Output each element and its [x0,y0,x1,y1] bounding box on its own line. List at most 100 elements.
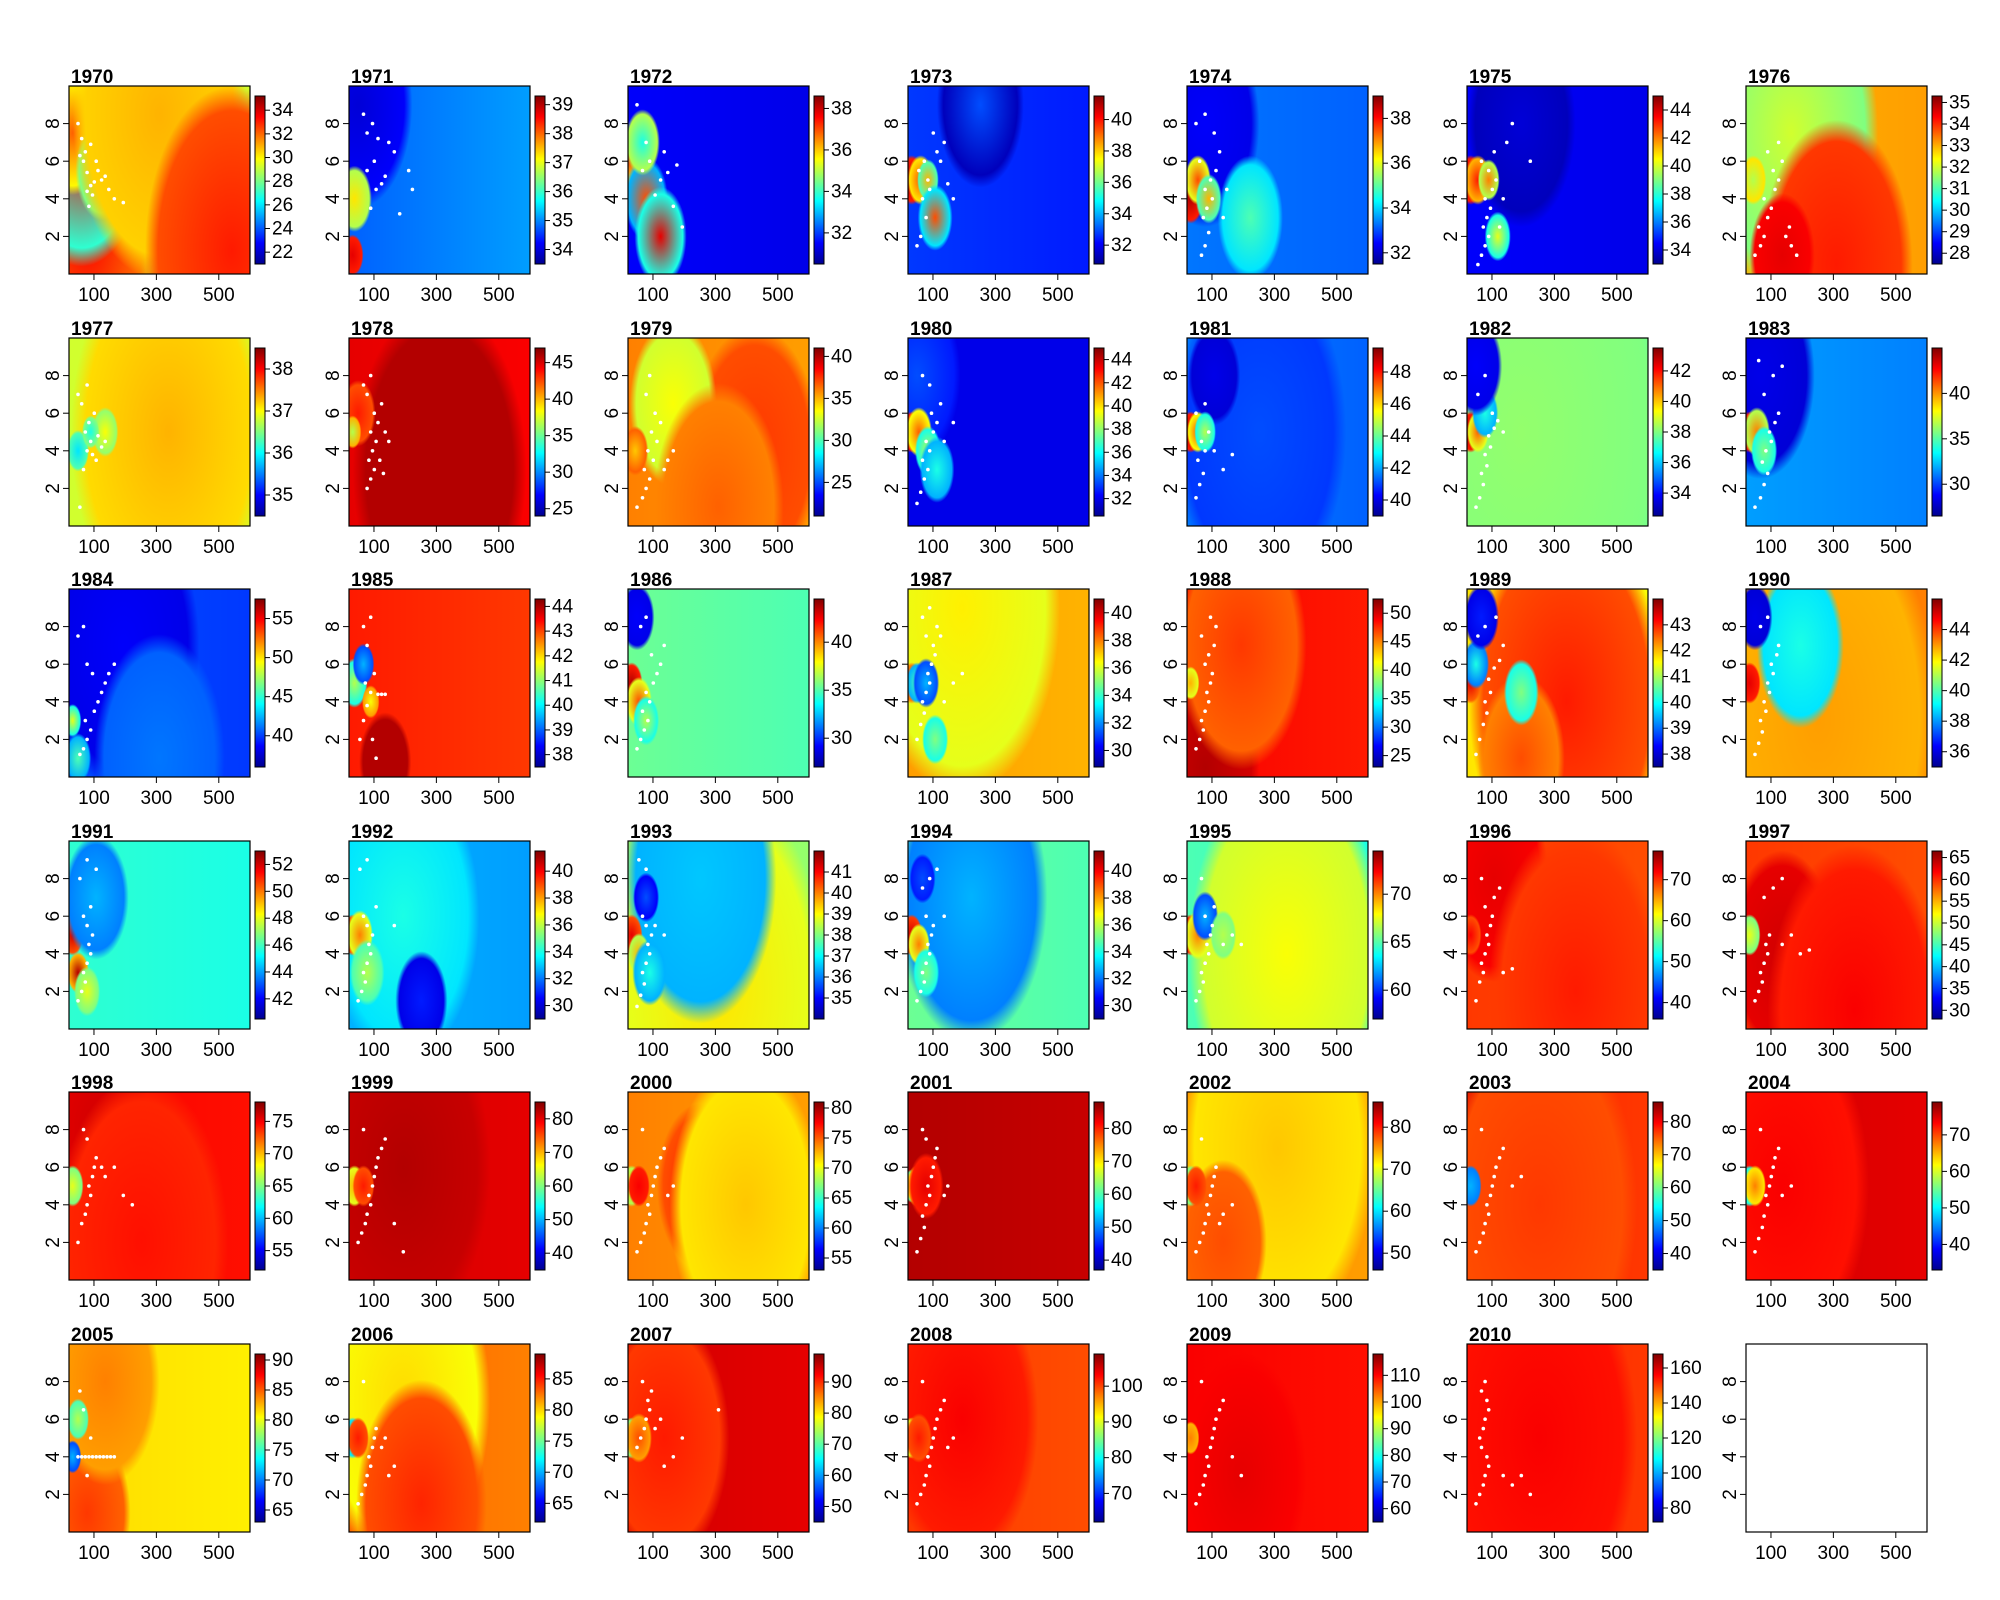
data-point [1221,215,1225,220]
y-tick-label: 2 [323,483,344,494]
y-tick-label: 4 [43,445,64,456]
colorbar [1652,95,1664,265]
data-point [935,1417,939,1421]
panel-2008: 2008 70 80 90 100 2 4 6 8 100 300 500 [882,1325,1143,1564]
data-point [96,700,100,704]
colorbar-tick-label: 34 [1111,942,1133,963]
data-point [1194,496,1198,500]
data-point [1488,445,1493,449]
data-point [392,1464,397,1468]
y-tick-label: 2 [602,1237,623,1248]
x-tick-label: 100 [1755,788,1787,809]
heatmap-field [1746,1092,1927,1280]
colorbar-tick-label: 40 [552,1243,573,1264]
colorbar [1931,347,1943,517]
data-point [658,1156,663,1160]
colorbar-tick-label: 34 [1670,240,1692,261]
data-point [1765,952,1770,956]
x-tick-label: 500 [1321,285,1353,306]
heatmap-zone [352,338,527,526]
data-point [85,737,89,742]
colorbar-tick-label: 75 [272,1440,293,1461]
y-tick-label: 6 [43,911,64,922]
data-point [646,1398,650,1403]
heatmap-zone [1477,675,1565,777]
panel-1983: 1983 30 35 40 2 4 6 8 100 300 500 [1720,319,1970,558]
data-point [1221,942,1225,947]
data-point [929,1174,934,1179]
panel-1996: 1996 40 50 60 70 2 4 6 8 100 300 500 [1441,822,1691,1061]
data-point [368,952,373,956]
colorbar-tick-label: 80 [1111,1118,1132,1139]
heatmap-zone [1467,1092,1638,1280]
colorbar-tick-label: 140 [1670,1393,1702,1414]
colorbar-tick-label: 42 [272,989,293,1010]
colorbar-tick-label: 36 [1949,742,1970,763]
panel-frame [907,588,1090,778]
colorbar [254,1353,266,1523]
data-point [76,999,80,1003]
y-tick-label: 4 [602,948,623,959]
data-point [1477,1492,1482,1497]
data-point [658,178,663,182]
panel-frame [907,337,1090,527]
y-tick-label: 2 [1441,1237,1462,1248]
panel-2006: 2006 65 70 75 80 85 2 4 6 8 100 300 500 [323,1325,573,1564]
heatmap-zone [349,1417,369,1459]
colorbar [1652,598,1664,768]
heatmap-zone [653,383,784,526]
panel-1986: 1986 30 35 40 2 4 6 8 100 300 500 [602,570,852,809]
colorbar-tick-label: 100 [1111,1376,1143,1397]
colorbar-tick-label: 38 [1111,419,1132,440]
colorbar-tick-label: 40 [1111,1250,1132,1271]
data-point [933,653,937,657]
data-point [931,923,936,928]
data-point [1210,197,1215,201]
data-point [374,187,378,192]
heatmap-zone [908,1413,932,1463]
y-tick-label: 4 [602,445,623,456]
data-point [671,1455,676,1459]
panel-1973: 1973 32 34 36 38 40 2 4 6 8 100 300 500 [882,67,1133,306]
data-point [642,467,647,472]
y-tick-label: 6 [882,911,903,922]
colorbar [534,598,546,768]
colorbar-tick-label: 100 [1390,1392,1422,1413]
colorbar-tick-label: 35 [552,426,573,447]
panel-title: 1981 [1189,319,1232,340]
data-point [1762,197,1766,201]
heatmap-zone [395,951,448,1029]
x-tick-label: 100 [358,285,390,306]
data-point [88,142,93,147]
colorbar [813,598,825,768]
data-point [1203,914,1207,918]
data-point [1492,666,1496,670]
colorbar [1093,95,1105,265]
data-point [363,1483,368,1487]
colorbar-tick-label: 38 [552,745,573,766]
data-point [365,131,369,135]
data-point [1477,1240,1482,1245]
y-tick-label: 2 [882,231,903,242]
colorbar-tick-label: 34 [831,181,853,202]
heatmap-zone [92,407,119,457]
data-point [1494,615,1498,619]
colorbar-tick-label: 80 [1670,1112,1691,1133]
colorbar-tick-label: 70 [1111,1151,1132,1172]
data-point [1483,197,1487,201]
data-point [1205,1455,1209,1459]
heatmap-zone [349,165,372,232]
y-tick-label: 2 [43,1237,64,1248]
data-point [1760,980,1765,984]
heatmap-field [69,86,250,274]
panel-frame [1186,1343,1369,1533]
panel-title: 2008 [910,1325,952,1346]
data-point [76,121,80,126]
data-point [927,606,932,610]
colorbar-tick-label: 42 [1670,361,1691,382]
data-point [653,411,657,416]
heatmap-zone [909,853,936,904]
colorbar-tick-label: 30 [552,996,573,1017]
data-point [1206,1464,1211,1468]
x-tick-label: 100 [1196,1291,1228,1312]
